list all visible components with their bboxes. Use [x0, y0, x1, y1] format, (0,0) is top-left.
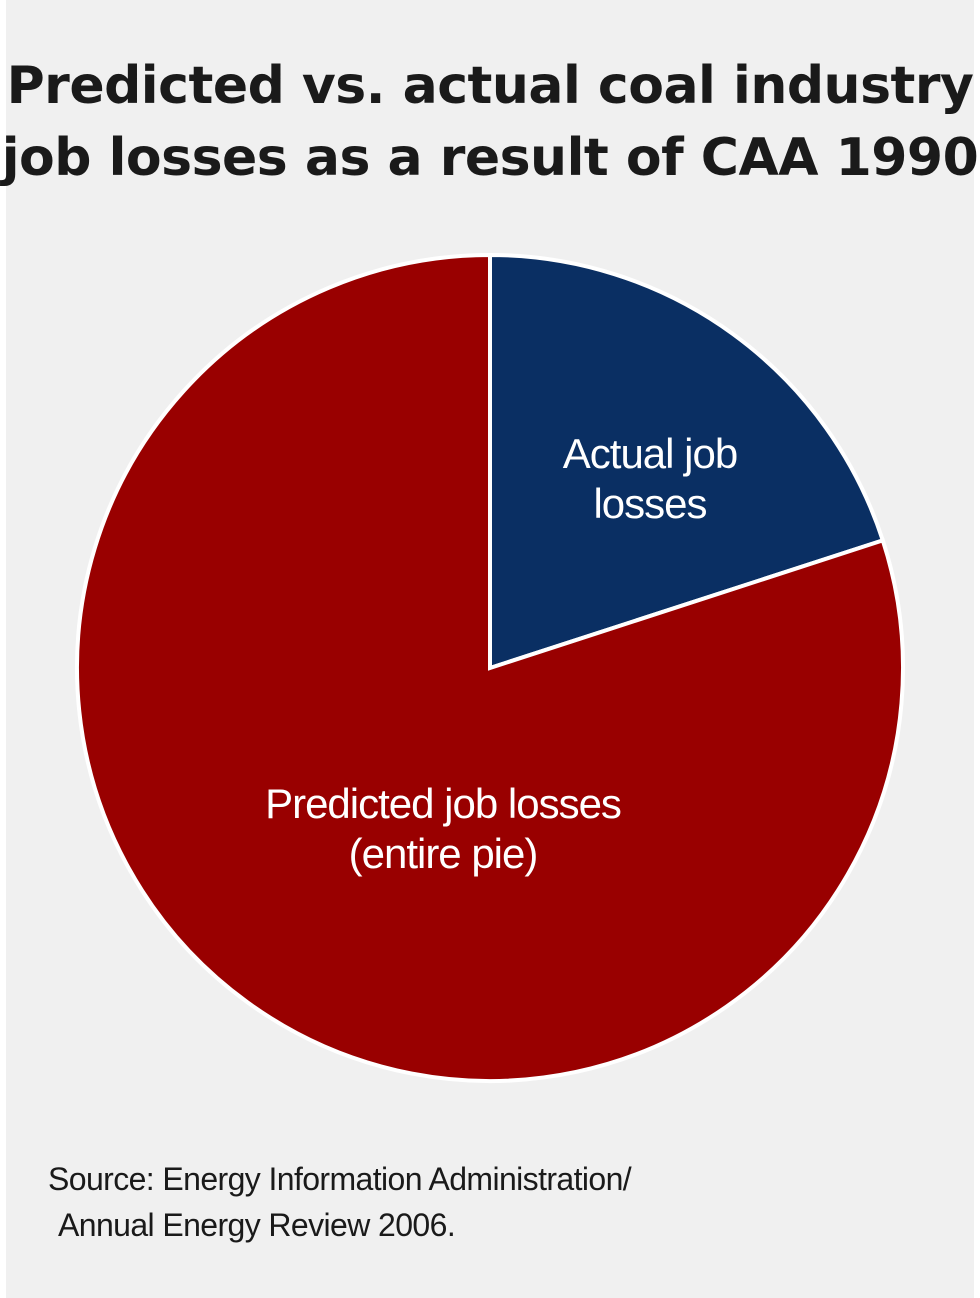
chart-title-line-2: job losses as a result of CAA 1990 [1, 128, 979, 188]
pie-slice-predicted [75, 252, 905, 1083]
slice-label-predicted: Predicted job losses (entire pie) [265, 780, 621, 877]
source-line-2: Annual Energy Review 2006. [58, 1207, 456, 1243]
pie-slice-actual [488, 252, 886, 671]
source-line-1: Source: Energy Information Administratio… [48, 1161, 632, 1197]
slice-label-line: (entire pie) [349, 830, 538, 877]
chart-title: Predicted vs. actual coal industry job l… [0, 50, 980, 194]
slice-label-line: Actual job [563, 430, 737, 477]
slice-label-actual: Actual job losses [563, 430, 737, 527]
source-note: Source: Energy Information Administratio… [48, 1156, 632, 1248]
chart-title-line-1: Predicted vs. actual coal industry [6, 56, 974, 116]
slice-label-line: Predicted job losses [265, 780, 621, 827]
slice-label-line: losses [593, 480, 706, 527]
